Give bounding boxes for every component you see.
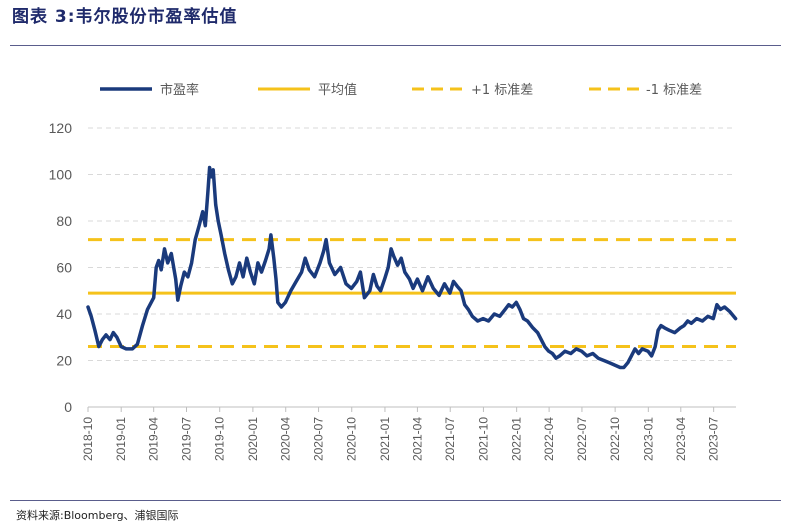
x-tick-label: 2023-01 (641, 417, 655, 461)
y-axis: 0 20 40 60 80 100 120 (49, 120, 73, 415)
x-tick-label: 2020-10 (345, 417, 359, 461)
y-tick-label: 20 (56, 353, 72, 369)
source-note: 资料来源:Bloomberg、浦银国际 (16, 509, 179, 522)
x-tick-label: 2021-10 (476, 417, 490, 461)
legend: 市盈率 平均值 +1 标准差 -1 标准差 (100, 82, 702, 98)
x-tick-label: 2019-10 (213, 417, 227, 461)
x-tick-label: 2022-07 (575, 417, 589, 461)
x-tick-label: 2020-01 (246, 417, 260, 461)
x-tick-label: 2018-10 (81, 417, 95, 461)
y-tick-label: 100 (49, 167, 73, 183)
x-tick-label: 2021-04 (410, 417, 424, 461)
reference-lines (88, 238, 736, 349)
x-axis: 2018-10 2019-01 2019-04 2019-07 2019-10 2020-… (81, 406, 736, 461)
y-tick-label: 40 (56, 306, 72, 322)
x-tick-label: 2022-10 (608, 417, 622, 461)
x-tick-label: 2022-01 (510, 417, 524, 461)
x-tick-label: 2023-07 (707, 417, 721, 461)
x-tick-label: 2020-07 (312, 417, 326, 461)
figure-title: 图表 3:韦尔股份市盈率估值 (12, 7, 238, 27)
pe-ratio-line (86, 165, 738, 370)
grid-lines (88, 127, 736, 361)
y-tick-label: 0 (64, 399, 72, 415)
legend-label: 市盈率 (160, 82, 199, 98)
legend-label: 平均值 (318, 82, 357, 98)
y-tick-label: 80 (56, 213, 72, 229)
x-tick-label: 2019-07 (179, 417, 193, 461)
x-tick-label: 2021-01 (378, 417, 392, 461)
x-tick-label: 2023-04 (674, 417, 688, 461)
title-rule (10, 45, 781, 46)
legend-label: -1 标准差 (646, 83, 702, 98)
x-tick-label: 2020-04 (279, 417, 293, 461)
y-tick-label: 60 (56, 260, 72, 276)
legend-label: +1 标准差 (471, 83, 533, 98)
y-tick-label: 120 (49, 120, 73, 136)
x-tick-label: 2022-04 (542, 417, 556, 461)
x-tick-label: 2019-01 (114, 417, 128, 461)
series-lines (86, 165, 738, 370)
x-tick-label: 2021-07 (443, 417, 457, 461)
x-tick-label: 2019-04 (147, 417, 161, 461)
source-rule (10, 500, 781, 501)
